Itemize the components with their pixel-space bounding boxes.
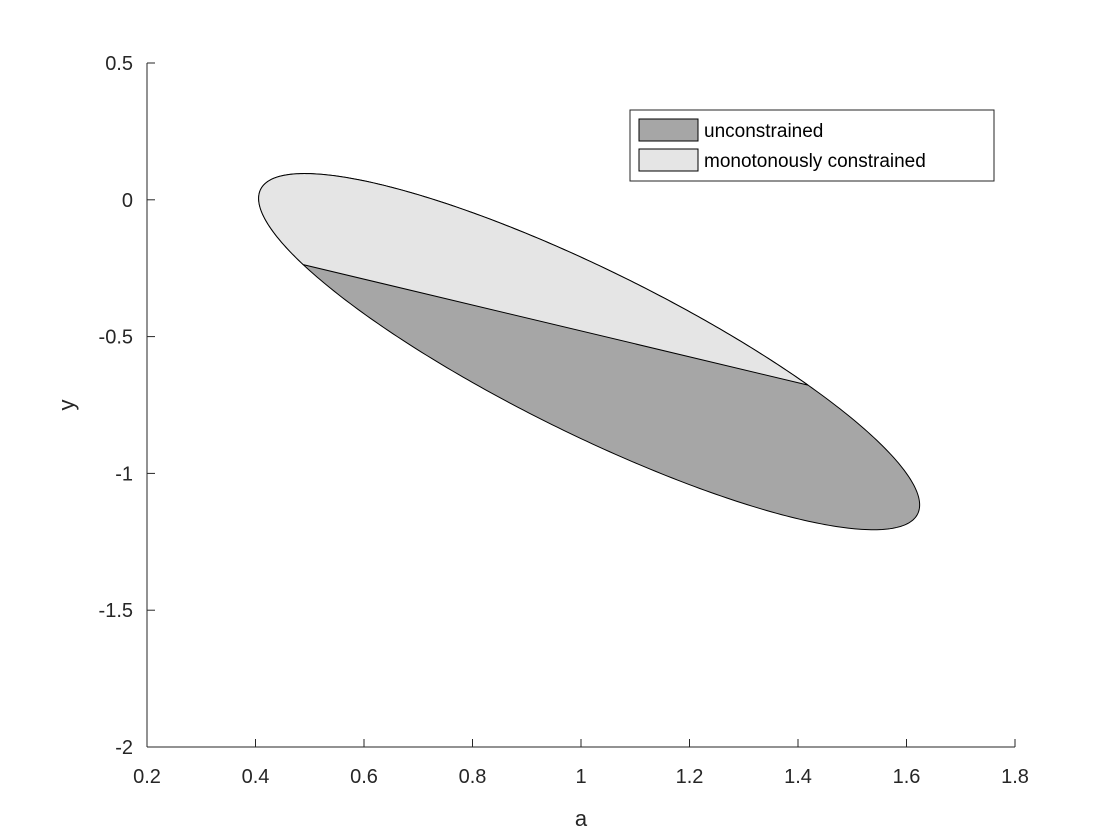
legend-swatch: [638, 148, 699, 172]
y-tick-label: -1: [115, 463, 133, 485]
legend: unconstrained monotonously constrained: [629, 109, 995, 182]
legend-label: unconstrained: [704, 121, 823, 142]
x-tick-label: 0.8: [459, 766, 487, 788]
y-tick-label: 0: [122, 190, 133, 212]
monotonously-constrained-region: [258, 173, 809, 386]
x-tick-label: 1.2: [676, 766, 704, 788]
y-tick-label: -1.5: [99, 600, 133, 622]
x-axis: 0.2 0.4 0.6 0.8 1 1.2 1.4 1.6 1.8: [133, 739, 1029, 788]
x-tick-label: 1.4: [784, 766, 812, 788]
x-tick-label: 0.6: [350, 766, 378, 788]
legend-swatch: [638, 118, 699, 142]
x-tick-label: 1.8: [1001, 766, 1029, 788]
y-axis: -2 -1.5 -1 -0.5 0 0.5: [99, 53, 155, 759]
plot-area: [258, 173, 921, 531]
x-tick-label: 0.2: [133, 766, 161, 788]
y-axis-label: y: [54, 400, 79, 411]
y-tick-label: -2: [115, 737, 133, 759]
y-tick-label: -0.5: [99, 327, 133, 349]
x-tick-label: 0.4: [242, 766, 270, 788]
x-tick-label: 1: [575, 766, 586, 788]
y-tick-label: 0.5: [105, 53, 133, 75]
legend-label: monotonously constrained: [704, 151, 926, 172]
x-tick-label: 1.6: [893, 766, 921, 788]
x-axis-label: a: [575, 806, 588, 831]
